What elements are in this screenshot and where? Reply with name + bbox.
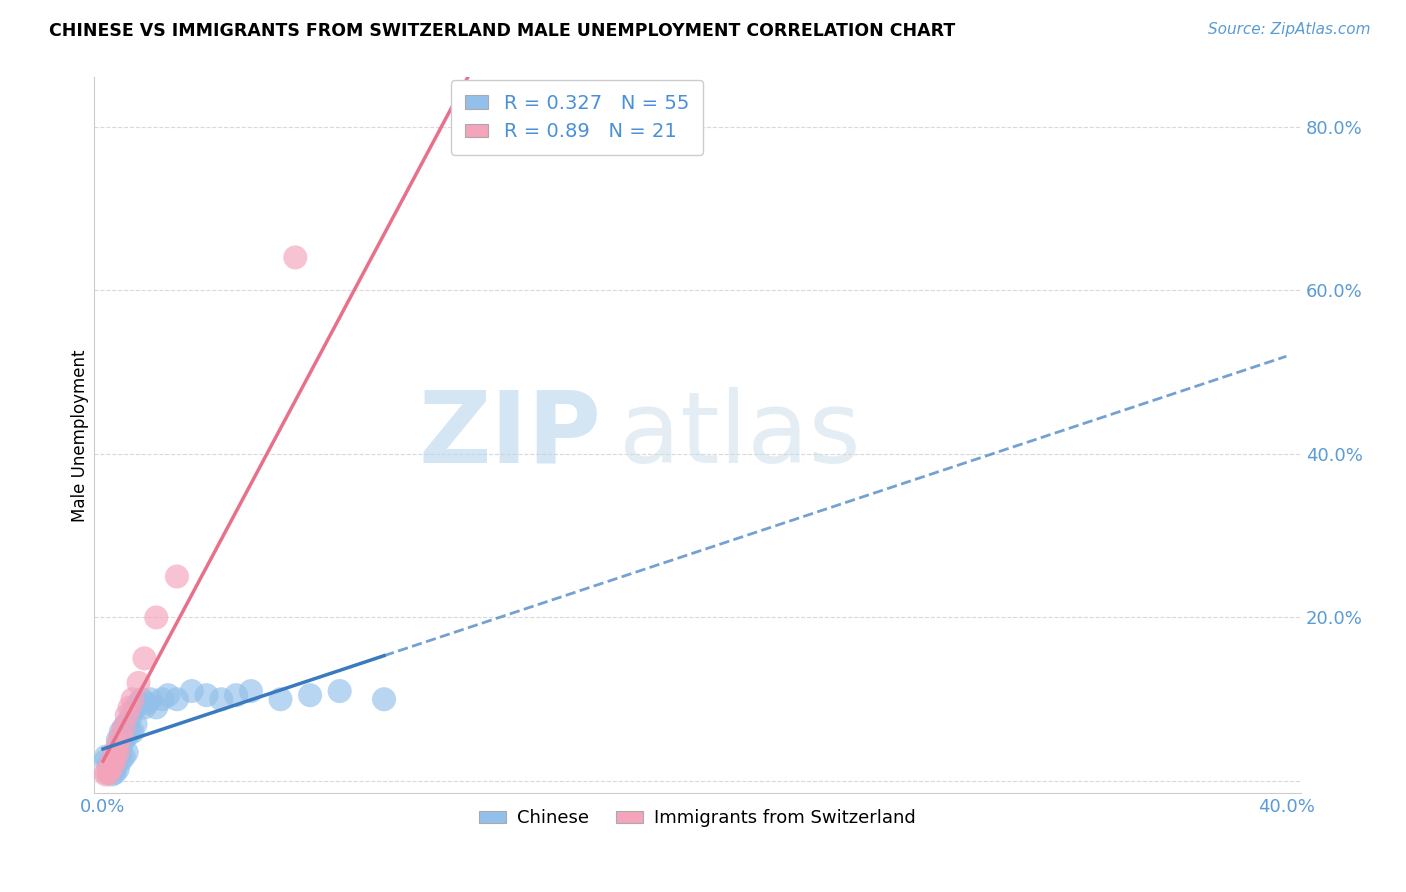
Point [107,754,129,768]
Point [284,251,307,265]
Point [477,120,499,134]
Point [134,700,156,714]
Point [124,716,146,731]
Point [94,749,117,764]
Point [107,749,129,764]
Point [166,569,188,583]
Point [225,688,247,702]
Point [97,762,120,776]
Point [209,692,232,706]
Point [112,721,135,735]
Point [115,708,138,723]
Text: atlas: atlas [619,387,860,483]
Point [94,765,117,780]
Point [101,767,124,781]
Point [101,762,124,776]
Point [101,754,124,768]
Point [270,692,292,706]
Text: Source: ZipAtlas.com: Source: ZipAtlas.com [1208,22,1371,37]
Point [157,688,180,702]
Point [112,721,135,735]
Point [118,713,141,727]
Point [115,729,138,743]
Point [101,754,124,768]
Point [145,700,167,714]
Point [373,692,395,706]
Point [101,764,124,779]
Point [104,746,127,760]
Point [121,692,143,706]
Point [104,754,127,768]
Point [118,700,141,714]
Point [110,746,132,760]
Text: CHINESE VS IMMIGRANTS FROM SWITZERLAND MALE UNEMPLOYMENT CORRELATION CHART: CHINESE VS IMMIGRANTS FROM SWITZERLAND M… [49,22,956,40]
Point [115,716,138,731]
Point [110,733,132,747]
Point [166,692,188,706]
Point [115,746,138,760]
Point [239,684,262,698]
Legend: Chinese, Immigrants from Switzerland: Chinese, Immigrants from Switzerland [472,802,924,834]
Point [97,759,120,773]
Point [107,737,129,751]
Point [104,749,127,764]
Point [101,757,124,772]
Point [94,767,117,781]
Point [195,688,218,702]
Point [104,765,127,780]
Point [118,725,141,739]
Text: ZIP: ZIP [418,387,602,483]
Point [104,754,127,768]
Point [101,759,124,773]
Y-axis label: Male Unemployment: Male Unemployment [72,349,89,522]
Point [107,741,129,756]
Point [97,765,120,780]
Point [124,700,146,714]
Point [97,762,120,776]
Point [94,754,117,768]
Point [112,733,135,747]
Point [150,692,173,706]
Point [139,692,162,706]
Point [299,688,322,702]
Point [104,759,127,773]
Point [112,749,135,764]
Point [110,725,132,739]
Point [107,733,129,747]
Point [104,762,127,776]
Point [97,765,120,780]
Point [110,729,132,743]
Point [128,697,150,711]
Point [128,676,150,690]
Point [136,697,159,711]
Point [180,684,202,698]
Point [107,762,129,776]
Point [131,692,153,706]
Point [134,651,156,665]
Point [97,757,120,772]
Point [107,746,129,760]
Point [145,610,167,624]
Point [121,725,143,739]
Point [329,684,352,698]
Point [121,705,143,719]
Point [110,754,132,768]
